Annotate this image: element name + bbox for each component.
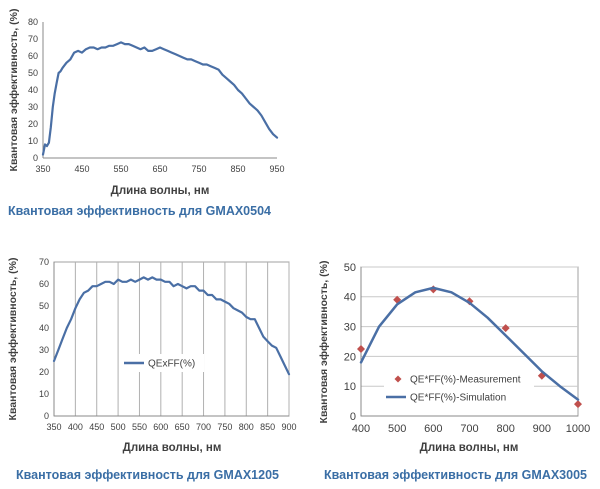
chart3-y-tick-label: 20 <box>344 351 356 363</box>
chart2-y-tick-label: 10 <box>39 389 49 399</box>
chart3-x-tick-label: 800 <box>496 423 514 435</box>
chart1-y-tick-label: 40 <box>28 85 38 95</box>
chart2-caption: Квантовая эффективность для GMAX1205 <box>16 468 279 482</box>
chart2-y-axis-title: Квантовая эффективность, (%) <box>7 258 19 421</box>
chart3-x-tick-label: 900 <box>533 423 551 435</box>
chart2-legend-box <box>122 354 204 372</box>
chart3-caption: Квантовая эффективность для GMAX3005 <box>324 468 587 482</box>
chart1-y-tick-label: 80 <box>28 17 38 27</box>
chart2-x-tick-label: 900 <box>281 422 296 432</box>
chart1-x-tick-label: 550 <box>113 164 128 174</box>
chart3-y-tick-label: 40 <box>344 292 356 304</box>
chart3-y-tick-label: 10 <box>344 381 356 393</box>
chart2-y-tick-label: 0 <box>44 411 49 421</box>
chart3-legend-label: QE*FF(%)-Measurement <box>410 375 521 386</box>
chart1-x-tick-label: 650 <box>152 164 167 174</box>
chart3-x-tick-label: 700 <box>460 423 478 435</box>
chart2-x-tick-label: 450 <box>89 422 104 432</box>
chart1-x-tick-label: 750 <box>191 164 206 174</box>
chart1-y-tick-label: 50 <box>28 68 38 78</box>
chart2-y-tick-label: 70 <box>39 257 49 267</box>
chart3-x-tick-label: 1000 <box>566 423 590 435</box>
chart1-y-tick-label: 20 <box>28 119 38 129</box>
chart3-y-tick-label: 50 <box>344 262 356 274</box>
chart2-x-tick-label: 750 <box>217 422 232 432</box>
chart2-legend-label: QExFF(%) <box>148 359 195 370</box>
chart3-data-point <box>574 400 582 409</box>
chart1-x-tick-label: 450 <box>74 164 89 174</box>
chart3-y-tick-label: 30 <box>344 321 356 333</box>
chart3-legend-label: QE*FF(%)-Simulation <box>410 393 506 404</box>
chart2-y-tick-label: 20 <box>39 367 49 377</box>
chart2-x-axis-title: Длина волны, нм <box>123 442 222 454</box>
chart2-x-tick-label: 400 <box>68 422 83 432</box>
chart2-y-tick-label: 30 <box>39 345 49 355</box>
chart1-caption: Квантовая эффективность для GMAX0504 <box>8 204 271 218</box>
chart3-x-tick-label: 600 <box>424 423 442 435</box>
chart1-y-tick-label: 0 <box>33 153 38 163</box>
chart1-y-tick-label: 70 <box>28 34 38 44</box>
chart3-data-point <box>357 344 365 353</box>
chart1-y-tick-label: 30 <box>28 102 38 112</box>
chart1-x-tick-label: 350 <box>35 164 50 174</box>
chart1-x-tick-label: 950 <box>269 164 284 174</box>
chart3-y-tick-label: 0 <box>350 411 356 423</box>
chart2-x-tick-label: 500 <box>111 422 126 432</box>
chart2-series-line <box>52 276 291 376</box>
chart1-x-axis-title: Длина волны, нм <box>111 185 210 197</box>
chart2-y-tick-label: 60 <box>39 279 49 289</box>
chart2-y-tick-label: 40 <box>39 323 49 333</box>
chart1-y-tick-label: 60 <box>28 51 38 61</box>
chart2-x-tick-label: 550 <box>132 422 147 432</box>
chart2-x-tick-label: 850 <box>260 422 275 432</box>
chart3-x-axis-title: Длина волны, нм <box>420 442 519 454</box>
chart3-y-axis-title: Квантовая эффективность, (%) <box>318 261 330 424</box>
chart2-x-tick-label: 700 <box>196 422 211 432</box>
chart1-x-tick-label: 850 <box>230 164 245 174</box>
chart2-x-tick-label: 650 <box>175 422 190 432</box>
chart2-x-tick-label: 350 <box>46 422 61 432</box>
chart2-x-tick-label: 600 <box>153 422 168 432</box>
chart1-y-tick-label: 10 <box>28 136 38 146</box>
chart2-x-tick-label: 800 <box>239 422 254 432</box>
chart3-data-point <box>501 324 510 333</box>
chart3-legend-marker <box>394 375 402 383</box>
chart3-x-tick-label: 400 <box>352 423 370 435</box>
chart3-legend-box <box>384 370 534 408</box>
chart2-y-tick-label: 50 <box>39 301 49 311</box>
chart3-x-tick-label: 500 <box>388 423 406 435</box>
chart1-y-axis-title: Квантовая эффективность, (%) <box>8 9 20 172</box>
chart3-series-line <box>359 286 580 401</box>
chart1-series-line <box>41 41 279 156</box>
